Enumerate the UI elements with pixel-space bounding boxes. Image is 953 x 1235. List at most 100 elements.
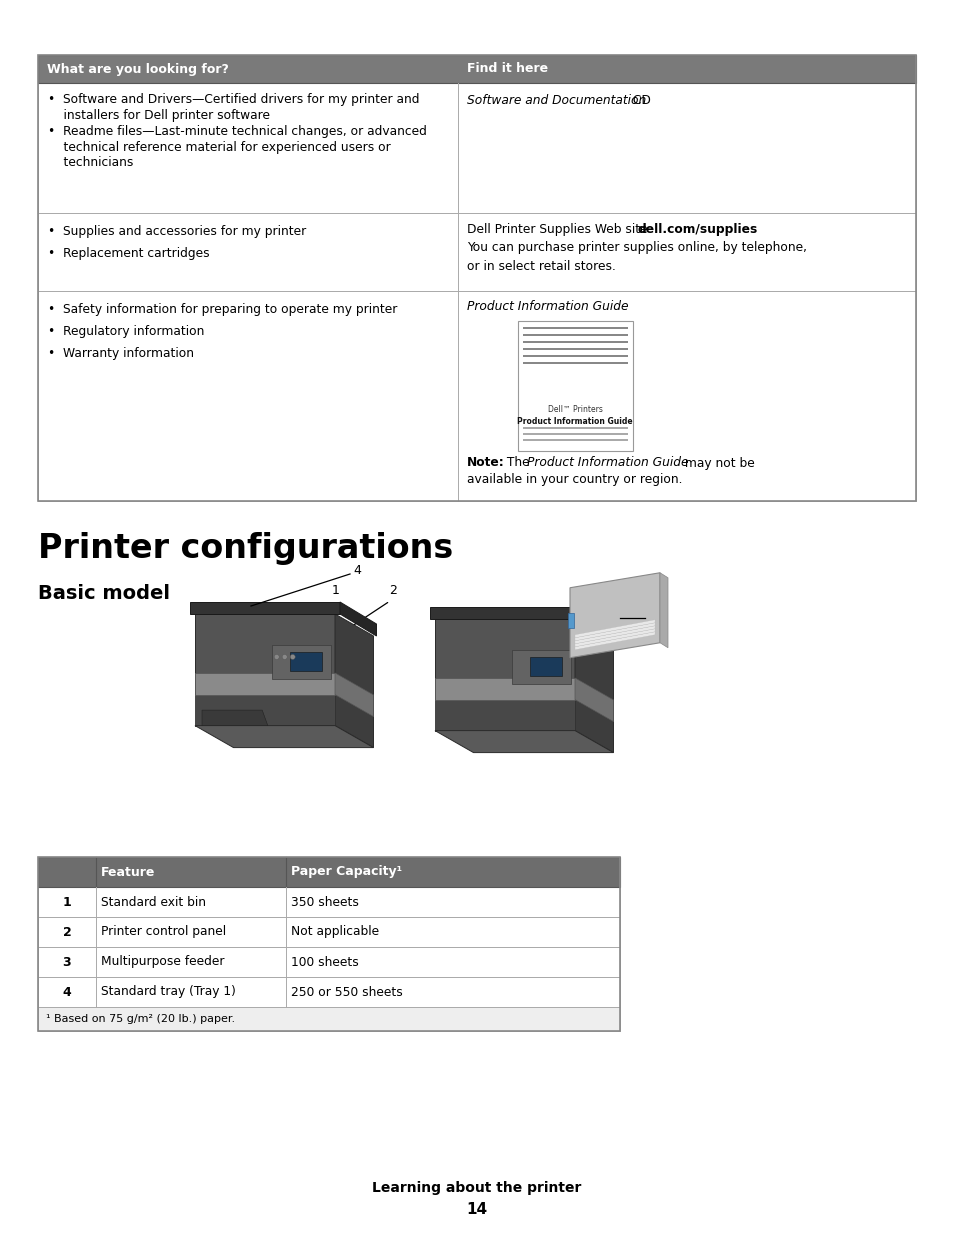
Bar — [38, 857, 619, 887]
Polygon shape — [194, 673, 335, 694]
Text: technicians: technicians — [48, 157, 133, 169]
Polygon shape — [194, 614, 335, 726]
Text: Dell Printer Supplies Web site–: Dell Printer Supplies Web site– — [466, 222, 653, 236]
Text: Printer configurations: Printer configurations — [38, 532, 453, 564]
Polygon shape — [659, 573, 667, 647]
Text: CD: CD — [628, 95, 650, 107]
Bar — [38, 56, 915, 501]
Text: What are you looking for?: What are you looking for? — [47, 63, 229, 75]
Text: •  Regulatory information: • Regulatory information — [48, 325, 204, 337]
Text: 2: 2 — [389, 584, 396, 598]
Text: Paper Capacity¹: Paper Capacity¹ — [291, 866, 402, 878]
Polygon shape — [272, 645, 331, 679]
Text: •  Software and Drivers—Certified drivers for my printer and: • Software and Drivers—Certified drivers… — [48, 93, 419, 105]
Text: 3: 3 — [652, 611, 660, 624]
Text: Dell™ Printers: Dell™ Printers — [547, 405, 602, 414]
Bar — [38, 947, 619, 977]
Bar — [567, 613, 574, 627]
Text: Product Information Guide: Product Information Guide — [526, 457, 687, 469]
Text: Product Information Guide: Product Information Guide — [466, 300, 627, 314]
Text: Product Information Guide: Product Information Guide — [517, 416, 633, 426]
Text: Printer control panel: Printer control panel — [101, 925, 226, 939]
Text: •  Readme files—Last-minute technical changes, or advanced: • Readme files—Last-minute technical cha… — [48, 125, 426, 137]
Bar — [517, 321, 632, 451]
Bar — [522, 347, 627, 350]
Bar — [38, 291, 915, 501]
Bar — [522, 341, 627, 343]
Bar — [38, 212, 915, 291]
Polygon shape — [575, 632, 655, 650]
Text: Multipurpose feeder: Multipurpose feeder — [101, 956, 224, 968]
Bar — [38, 1007, 619, 1031]
Text: Feature: Feature — [101, 866, 155, 878]
Polygon shape — [202, 710, 268, 726]
Bar — [38, 887, 619, 918]
Text: 1: 1 — [63, 895, 71, 909]
Polygon shape — [575, 620, 655, 637]
Bar — [522, 427, 627, 429]
Polygon shape — [575, 619, 613, 752]
Text: You can purchase printer supplies online, by telephone,: You can purchase printer supplies online… — [466, 242, 806, 254]
Text: 250 or 550 sheets: 250 or 550 sheets — [291, 986, 402, 999]
Bar — [522, 433, 627, 435]
Text: technical reference material for experienced users or: technical reference material for experie… — [48, 141, 391, 153]
Polygon shape — [194, 726, 374, 747]
Polygon shape — [435, 699, 575, 731]
Polygon shape — [435, 678, 575, 699]
Text: Learning about the printer: Learning about the printer — [372, 1181, 581, 1195]
Text: ¹ Based on 75 g/m² (20 lb.) paper.: ¹ Based on 75 g/m² (20 lb.) paper. — [46, 1014, 234, 1024]
Text: or in select retail stores.: or in select retail stores. — [466, 259, 615, 273]
Polygon shape — [579, 606, 616, 641]
Bar — [38, 83, 915, 212]
Text: 4: 4 — [63, 986, 71, 999]
Text: •  Warranty information: • Warranty information — [48, 347, 193, 359]
Bar — [38, 56, 915, 83]
Text: Standard tray (Tray 1): Standard tray (Tray 1) — [101, 986, 235, 999]
Text: Not applicable: Not applicable — [291, 925, 378, 939]
Bar — [522, 362, 627, 364]
Text: Software and Documentation: Software and Documentation — [466, 95, 645, 107]
Polygon shape — [190, 601, 339, 614]
Polygon shape — [575, 626, 655, 643]
Bar — [522, 333, 627, 336]
Text: •  Safety information for preparing to operate my printer: • Safety information for preparing to op… — [48, 303, 397, 315]
Polygon shape — [194, 694, 335, 726]
Text: Standard exit bin: Standard exit bin — [101, 895, 206, 909]
Circle shape — [290, 655, 294, 659]
Text: •  Supplies and accessories for my printer: • Supplies and accessories for my printe… — [48, 225, 306, 237]
Polygon shape — [575, 678, 613, 721]
Text: •  Replacement cartridges: • Replacement cartridges — [48, 247, 210, 259]
Bar — [529, 657, 561, 676]
Bar — [38, 857, 619, 1031]
Polygon shape — [435, 731, 613, 752]
Text: installers for Dell printer software: installers for Dell printer software — [48, 109, 270, 121]
Text: Basic model: Basic model — [38, 584, 170, 603]
Text: 350 sheets: 350 sheets — [291, 895, 358, 909]
Bar — [520, 326, 629, 375]
Circle shape — [274, 655, 279, 659]
Text: 14: 14 — [466, 1203, 487, 1218]
Polygon shape — [569, 573, 659, 658]
Circle shape — [282, 655, 287, 659]
Text: 1: 1 — [332, 584, 339, 598]
Bar — [38, 918, 619, 947]
Polygon shape — [430, 606, 579, 619]
Polygon shape — [435, 619, 575, 731]
Text: available in your country or region.: available in your country or region. — [466, 473, 681, 485]
Polygon shape — [575, 629, 655, 647]
Text: 100 sheets: 100 sheets — [291, 956, 358, 968]
Text: Note:: Note: — [466, 457, 504, 469]
Bar — [522, 326, 627, 329]
Polygon shape — [335, 673, 374, 716]
Bar — [522, 354, 627, 357]
Polygon shape — [335, 614, 374, 747]
Bar — [290, 652, 322, 671]
Bar — [38, 977, 619, 1007]
Bar — [522, 438, 627, 441]
Text: Find it here: Find it here — [466, 63, 547, 75]
Polygon shape — [575, 622, 655, 641]
Text: dell.com/supplies: dell.com/supplies — [637, 222, 757, 236]
Polygon shape — [512, 650, 570, 684]
Text: may not be: may not be — [680, 457, 754, 469]
Text: 4: 4 — [353, 564, 360, 578]
